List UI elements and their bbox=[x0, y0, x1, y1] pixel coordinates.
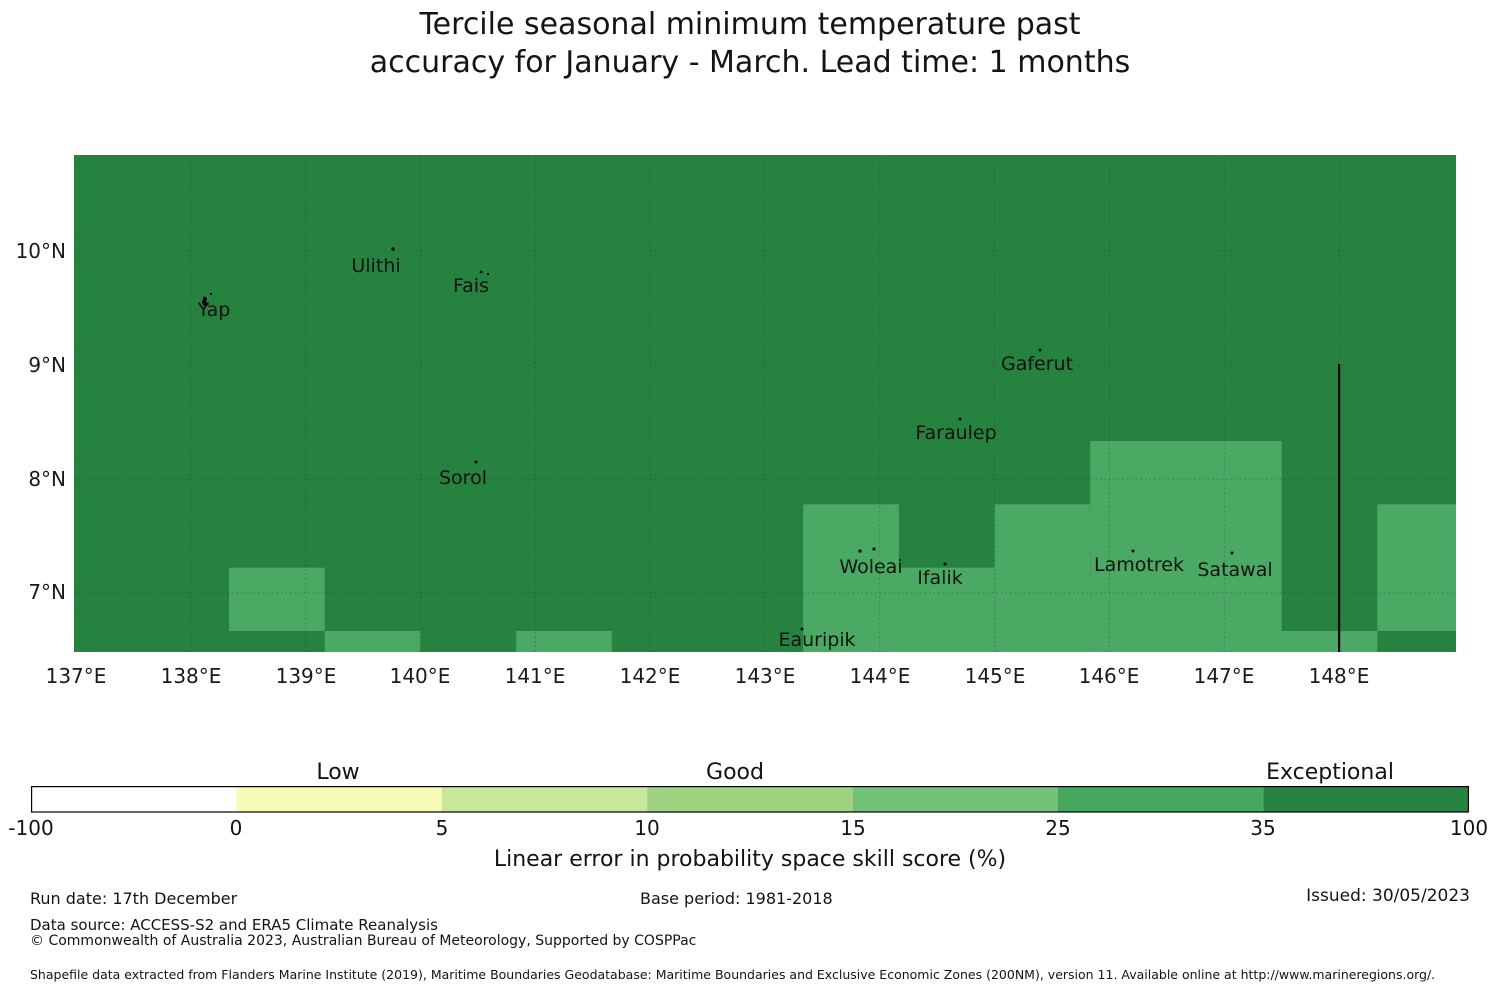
woleai-dot bbox=[858, 549, 862, 553]
colorbar-caption-exceptional: Exceptional bbox=[1266, 760, 1394, 785]
colorbar-tick-25: 25 bbox=[1045, 816, 1071, 840]
ifalik-dot bbox=[943, 562, 947, 566]
colorbar-caption-low: Low bbox=[316, 760, 360, 785]
island-label-lamotrek: Lamotrek bbox=[1094, 554, 1184, 576]
x-tick-144e: 144°E bbox=[849, 664, 911, 688]
x-tick-148e: 148°E bbox=[1308, 664, 1370, 688]
fais-dot-2 bbox=[486, 272, 490, 276]
x-tick-138e: 138°E bbox=[160, 664, 222, 688]
skill-cell bbox=[994, 504, 1091, 652]
colorbar-segment-0-5 bbox=[236, 786, 442, 812]
colorbar-tick-5: 5 bbox=[435, 816, 449, 840]
yap-island-shape bbox=[202, 296, 209, 307]
data-source-text: Data source: ACCESS-S2 and ERA5 Climate … bbox=[30, 916, 438, 934]
y-tick-7n: 7°N bbox=[28, 580, 66, 604]
y-tick-9n: 9°N bbox=[28, 353, 66, 377]
yap-islet-dot bbox=[209, 292, 213, 296]
shapefile-note-text: Shapefile data extracted from Flanders M… bbox=[30, 967, 1436, 982]
colorbar-segment-10-15 bbox=[647, 786, 853, 812]
x-tick-145e: 145°E bbox=[964, 664, 1026, 688]
skill-cell bbox=[516, 630, 612, 652]
faraulep-dot bbox=[958, 417, 962, 421]
x-tick-137e: 137°E bbox=[45, 664, 107, 688]
colorbar-segment-25-35 bbox=[1058, 786, 1264, 812]
colorbar-caption-good: Good bbox=[706, 760, 764, 785]
colorbar-segment-35-100 bbox=[1263, 786, 1469, 812]
skill-cell bbox=[1090, 441, 1282, 652]
skill-cell bbox=[324, 630, 421, 652]
island-label-sorol: Sorol bbox=[439, 467, 487, 489]
island-label-gaferut: Gaferut bbox=[1001, 353, 1073, 375]
colorbar bbox=[31, 786, 1469, 813]
x-tick-139e: 139°E bbox=[275, 664, 337, 688]
fais-dot bbox=[479, 270, 483, 274]
x-tick-143e: 143°E bbox=[734, 664, 796, 688]
graticule bbox=[74, 155, 1456, 652]
skill-cell bbox=[229, 567, 325, 631]
skill-cell bbox=[1281, 630, 1378, 652]
run-date-text: Run date: 17th December bbox=[30, 889, 238, 908]
x-tick-146e: 146°E bbox=[1078, 664, 1140, 688]
island-label-fais: Fais bbox=[453, 275, 489, 297]
gaferut-dot bbox=[1038, 348, 1042, 352]
base-period-text: Base period: 1981-2018 bbox=[640, 889, 833, 908]
island-label-ifalik: Ifalik bbox=[917, 567, 963, 589]
island-label-woleai: Woleai bbox=[839, 556, 902, 578]
lamotrek-dot bbox=[1131, 549, 1135, 553]
chart-title-line2: accuracy for January - March. Lead time:… bbox=[369, 45, 1131, 80]
ulithi-dot bbox=[391, 247, 395, 251]
woleai-dot-2 bbox=[872, 547, 876, 551]
island-label-satawal: Satawal bbox=[1197, 559, 1272, 581]
colorbar-segment-neg100-0 bbox=[31, 786, 237, 812]
colorbar-tick-35: 35 bbox=[1250, 816, 1276, 840]
colorbar-segment-15-25 bbox=[852, 786, 1058, 812]
x-tick-141e: 141°E bbox=[504, 664, 566, 688]
skill-cell-layer bbox=[229, 441, 1456, 652]
chart-title-line1: Tercile seasonal minimum temperature pas… bbox=[419, 7, 1081, 42]
colorbar-segment-5-10 bbox=[441, 786, 648, 812]
colorbar-border bbox=[31, 786, 1469, 813]
island-label-eauripik: Eauripik bbox=[778, 629, 855, 651]
island-label-yap: Yap bbox=[197, 299, 231, 321]
x-tick-147e: 147°E bbox=[1193, 664, 1255, 688]
colorbar-tick-10: 10 bbox=[634, 816, 660, 840]
island-label-ulithi: Ulithi bbox=[351, 255, 400, 277]
colorbar-axis-label: Linear error in probability space skill … bbox=[493, 847, 1007, 872]
island-labels: Yap Ulithi Fais Sorol Gaferut Faraulep W… bbox=[197, 255, 1273, 651]
skill-cell bbox=[1377, 504, 1456, 631]
y-tick-10n: 10°N bbox=[15, 239, 66, 263]
island-label-faraulep: Faraulep bbox=[915, 422, 996, 444]
y-tick-8n: 8°N bbox=[28, 467, 66, 491]
colorbar-tick-0: 0 bbox=[229, 816, 243, 840]
skill-cell bbox=[898, 567, 995, 652]
colorbar-tick-neg100: -100 bbox=[8, 816, 54, 840]
satawal-dot bbox=[1230, 551, 1234, 555]
colorbar-tick-100: 100 bbox=[1449, 816, 1489, 840]
colorbar-tick-15: 15 bbox=[840, 816, 866, 840]
skill-cell bbox=[803, 504, 899, 652]
sorol-dot bbox=[474, 460, 478, 464]
issued-date-text: Issued: 30/05/2023 bbox=[1306, 886, 1470, 906]
x-tick-142e: 142°E bbox=[619, 664, 681, 688]
eauripik-dot bbox=[800, 627, 804, 631]
island-markers bbox=[202, 247, 1234, 631]
x-tick-140e: 140°E bbox=[389, 664, 451, 688]
skill-map: Yap Ulithi Fais Sorol Gaferut Faraulep W… bbox=[74, 155, 1456, 652]
copyright-text: © Commonwealth of Australia 2023, Austra… bbox=[30, 933, 697, 949]
